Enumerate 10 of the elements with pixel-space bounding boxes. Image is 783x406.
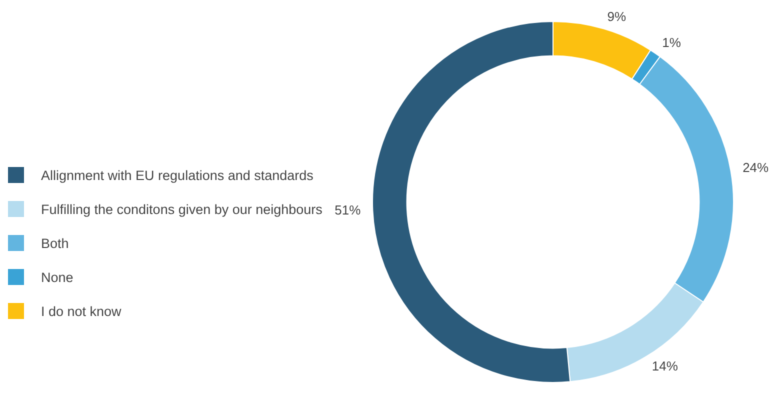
- data-label: 51%: [334, 202, 362, 218]
- legend-label: Both: [41, 236, 69, 250]
- data-label: 14%: [652, 358, 678, 374]
- data-label: 24%: [742, 160, 770, 176]
- legend-label: Fulfilling the conditons given by our neighbours: [41, 202, 322, 216]
- legend-label: None: [41, 270, 74, 284]
- data-label: 9%: [607, 8, 626, 24]
- data-label: 1%: [662, 35, 682, 50]
- legend-label: I do not know: [41, 304, 122, 318]
- legend-label: Allignment with EU regulations and standards: [41, 168, 314, 182]
